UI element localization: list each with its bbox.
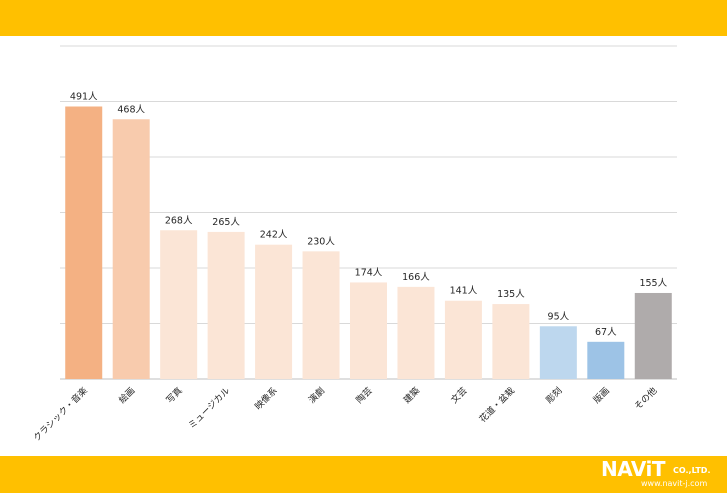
bar	[112, 119, 150, 379]
bar-value-label: 141人	[450, 286, 478, 297]
bar-value-label: 174人	[355, 267, 383, 278]
category-tick-label: 花道・盆栽	[477, 385, 517, 425]
category-tick-label: 演劇	[306, 385, 327, 406]
category-tick-label: クラシック・音楽	[31, 385, 90, 444]
bar-value-label: 491人	[70, 91, 98, 102]
category-tick-label: 版画	[591, 385, 612, 406]
bar	[397, 286, 435, 379]
bar-value-label: 135人	[497, 289, 525, 300]
bar	[444, 300, 482, 379]
bar	[255, 244, 293, 379]
bar	[539, 326, 577, 379]
category-tick-label: 彫刻	[543, 385, 564, 406]
logo-url-text: www.navit-j.com	[641, 479, 708, 488]
bar-value-label: 268人	[165, 215, 193, 226]
bar-value-label: 242人	[260, 230, 288, 241]
bar	[634, 292, 672, 379]
bar-value-label: 265人	[212, 217, 240, 228]
bar-value-label: 468人	[117, 104, 145, 115]
category-tick-label: 建築	[401, 385, 422, 406]
navit-logo: NAViT CO.,LTD. www.navit-j.com	[601, 458, 719, 490]
category-tick-label: その他	[632, 385, 660, 413]
logo-main-text: NAViT	[601, 457, 665, 481]
category-labels: クラシック・音楽 絵画 写真 ミュージカル 映像系 演劇 陶芸 建築 文芸 花道・盆栽 彫刻 版画 その…	[31, 385, 660, 444]
category-tick-label: 絵画	[116, 385, 137, 406]
bar	[302, 251, 340, 379]
footer-band	[0, 456, 727, 493]
bar-value-label: 230人	[307, 236, 335, 247]
category-tick-label: 写真	[164, 385, 185, 406]
bar	[587, 341, 625, 379]
bar-value-label: 155人	[639, 278, 667, 289]
bar	[207, 231, 245, 379]
category-tick-label: 陶芸	[353, 385, 374, 406]
category-tick-label: 文芸	[448, 385, 469, 406]
bar	[350, 282, 387, 379]
bar-value-label: 67人	[595, 327, 617, 338]
category-tick-label: ミュージカル	[186, 385, 232, 431]
bar	[160, 230, 198, 379]
category-tick-label: 映像系	[252, 385, 280, 413]
bar-value-label: 95人	[548, 311, 570, 322]
bars	[65, 106, 672, 380]
bar-value-label: 166人	[402, 272, 430, 283]
logo-company-text: CO.,LTD.	[673, 466, 711, 475]
value-labels: 491人 468人 268人 265人 242人 230人 174人 166人 141人 135人…	[70, 91, 668, 337]
bar	[492, 304, 530, 379]
header-band	[0, 0, 727, 36]
bar	[65, 106, 103, 380]
